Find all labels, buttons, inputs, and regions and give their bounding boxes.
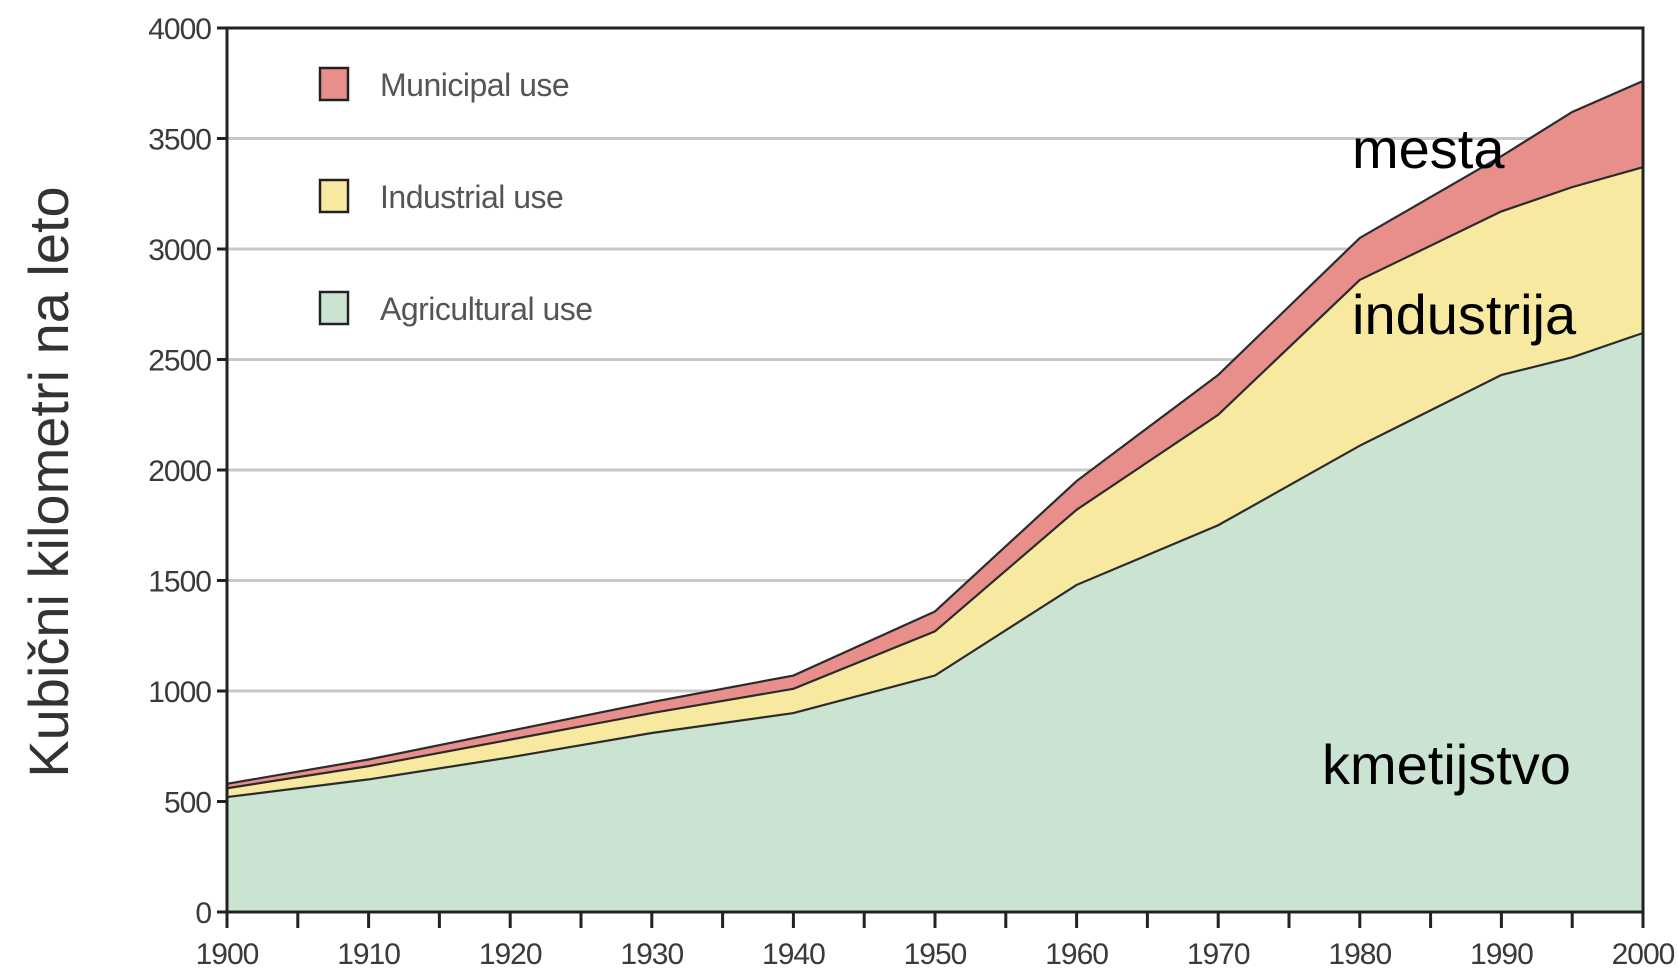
- x-tick-label-1950: 1950: [904, 938, 967, 971]
- y-axis-label: Kubični kilometri na leto: [17, 186, 80, 777]
- x-tick-label-1940: 1940: [762, 938, 825, 971]
- y-tick-label-1500: 1500: [148, 566, 211, 599]
- x-tick-label-1980: 1980: [1328, 938, 1391, 971]
- x-tick-label-1910: 1910: [337, 938, 400, 971]
- annotations: mesta industrija kmetijstvo: [1322, 117, 1577, 796]
- legend-swatch-industrial-use: [318, 178, 350, 214]
- annotation-industrija: industrija: [1352, 283, 1577, 346]
- annotation-kmetijstvo: kmetijstvo: [1322, 733, 1571, 796]
- axes: 0 500 1000 1500 2000 2500 3000 3500 4000 1900 1910…: [148, 13, 1675, 971]
- y-tick-label-3000: 3000: [148, 234, 211, 267]
- annotation-mesta: mesta: [1352, 117, 1505, 180]
- area-series-group: [226, 80, 1644, 913]
- y-tick-label-4000: 4000: [148, 13, 211, 46]
- y-tick-label-3500: 3500: [148, 124, 211, 157]
- x-tick-label-2000: 2000: [1612, 938, 1675, 971]
- line-agricultural-use: [226, 331, 1644, 799]
- line-industrial-use: [226, 166, 1644, 790]
- x-tick-label-1970: 1970: [1187, 938, 1250, 971]
- y-tick-label-2000: 2000: [148, 455, 211, 488]
- area-agricultural-use: [227, 332, 1643, 913]
- legend-label-industrial-use: Industrial use: [380, 179, 563, 215]
- area-industrial-use: [227, 167, 1643, 798]
- y-tick-label-2500: 2500: [148, 345, 211, 378]
- x-tick-label-1900: 1900: [196, 938, 259, 971]
- x-tick-label-1990: 1990: [1470, 938, 1533, 971]
- x-tick-label-1930: 1930: [620, 938, 683, 971]
- legend-swatch-municipal-use: [318, 66, 350, 102]
- line-municipal-use: [226, 80, 1644, 785]
- x-tick-label-1920: 1920: [479, 938, 542, 971]
- y-tick-label-1000: 1000: [148, 676, 211, 709]
- y-tick-label-0: 0: [195, 897, 211, 930]
- legend-label-municipal-use: Municipal use: [380, 67, 569, 103]
- legend-swatch-agricultural-use: [318, 290, 350, 326]
- y-tick-label-500: 500: [164, 787, 211, 820]
- legend: Municipal use Industrial use Agricultural …: [318, 66, 593, 327]
- legend-label-agricultural-use: Agricultural use: [380, 291, 593, 327]
- x-tick-label-1960: 1960: [1045, 938, 1108, 971]
